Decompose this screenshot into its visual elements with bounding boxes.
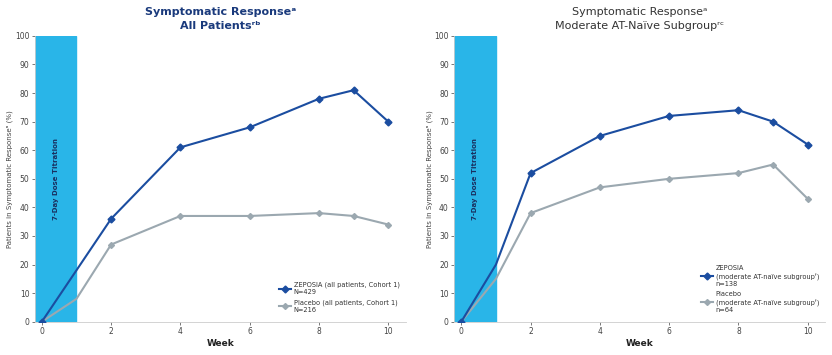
Bar (454, 36, 496, 322)
Y-axis label: Patients in Symptomatic Responseᵃ (%): Patients in Symptomatic Responseᵃ (%) (427, 110, 433, 248)
Title: Symptomatic Responseᵃ
Moderate AT-Naïve Subgroupʳᶜ: Symptomatic Responseᵃ Moderate AT-Naïve … (555, 7, 725, 31)
Legend: ZEPOSIA (all patients, Cohort 1)
N=429, Placebo (all patients, Cohort 1)
N=216: ZEPOSIA (all patients, Cohort 1) N=429, … (276, 279, 402, 316)
Legend: ZEPOSIA
(moderate AT-naïve subgroupᶠ)
n=138, Placebo
(moderate AT-naïve subgroup: ZEPOSIA (moderate AT-naïve subgroupᶠ) n=… (698, 263, 822, 316)
Text: 7-Day Dose Titration: 7-Day Dose Titration (52, 138, 59, 220)
Bar (35, 36, 77, 322)
Y-axis label: Patients in Symptomatic Responseᵃ (%): Patients in Symptomatic Responseᵃ (%) (7, 110, 13, 248)
Title: Symptomatic Responseᵃ
All Patientsʳᵇ: Symptomatic Responseᵃ All Patientsʳᵇ (145, 7, 296, 31)
X-axis label: Week: Week (626, 339, 654, 348)
X-axis label: Week: Week (206, 339, 234, 348)
Text: 7-Day Dose Titration: 7-Day Dose Titration (472, 138, 478, 220)
